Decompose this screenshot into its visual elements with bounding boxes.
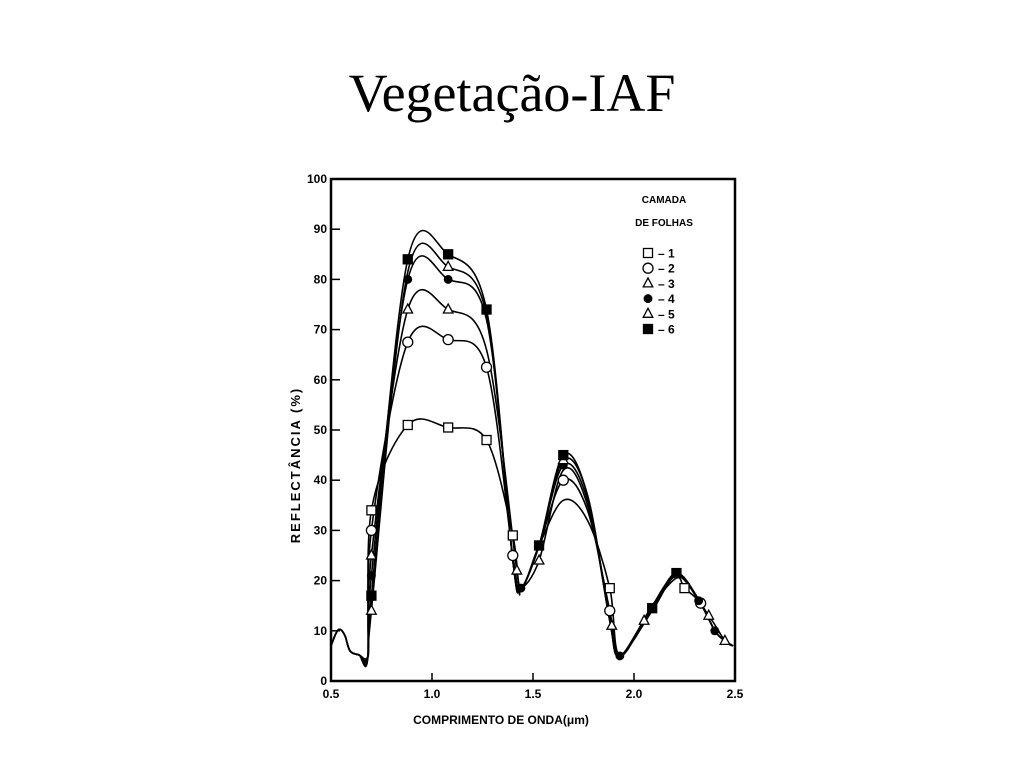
series-4-point-3: [443, 274, 453, 284]
legend-label-4: – 4: [658, 292, 675, 306]
series-6-point-5: [533, 540, 545, 551]
x-tick-label-3: 2.0: [626, 687, 643, 701]
series-6-point-2: [402, 254, 413, 265]
y-tick-label-4: 40: [314, 473, 328, 487]
y-tick-label-6: 60: [314, 373, 328, 387]
y-axis-label: REFLECTÂNCIA (%): [288, 387, 303, 543]
series-4-point-7: [694, 596, 704, 606]
series-2-point-2: [402, 336, 414, 348]
y-tick-label-5: 50: [314, 423, 328, 437]
series-6-line: [330, 229, 734, 661]
legend-marker-2: [642, 262, 654, 274]
series-1-point-6: [604, 582, 615, 594]
series-3-point-5: [533, 553, 545, 565]
series-2-point-1: [365, 524, 378, 537]
series-6-point-1: [366, 590, 377, 601]
series-1-point-5: [507, 530, 518, 541]
x-tick-label-0: 0.5: [323, 687, 340, 701]
markers-layer: [365, 249, 731, 661]
series-4-point-8: [710, 626, 720, 636]
y-tick-label-2: 20: [314, 574, 328, 588]
series-1-point-2: [402, 419, 413, 431]
series-6-point-7: [647, 603, 658, 614]
series-6-point-4: [481, 304, 492, 315]
series-1-point-4: [481, 434, 492, 446]
series-3-point-4: [510, 563, 523, 575]
series-6-point-8: [671, 567, 682, 579]
series-1-point-3: [443, 422, 454, 433]
x-tick-label-4: 2.5: [727, 687, 744, 701]
y-tick-label-9: 90: [314, 222, 328, 236]
slide-title: Vegetação-IAF: [348, 63, 676, 123]
legend-title-line-2: DE FOLHAS: [635, 218, 693, 229]
series-1-point-7: [679, 582, 690, 594]
legend-marker-4: [643, 294, 653, 304]
series-3-line: [330, 289, 734, 664]
series-2-point-4: [480, 361, 493, 373]
x-axis-ticks: 0.5 1.0 1.5 2.0 2.5: [323, 673, 744, 701]
legend-marker-3: [642, 276, 654, 288]
series-5-point-1: [365, 603, 378, 615]
series-2-point-3: [442, 333, 454, 346]
y-tick-label-3: 30: [314, 523, 328, 537]
series-2-point-6: [557, 474, 569, 486]
series-5-point-4: [719, 633, 731, 645]
legend-entries: – 1– 2– 3– 4– 5 – 6: [642, 247, 675, 337]
series-1-line: [330, 418, 734, 668]
series-3-point-2: [401, 302, 414, 314]
legend-marker-6: [642, 323, 654, 335]
series-3-point-7: [638, 613, 650, 625]
series-4-point-2: [403, 274, 413, 284]
legend-label-6: – 6: [658, 323, 675, 337]
y-tick-label-0: 0: [320, 674, 327, 688]
x-axis-label: COMPRIMENTO DE ONDA(μm): [413, 713, 589, 727]
legend-label-5: – 5: [658, 307, 675, 321]
y-tick-label-10: 100: [307, 172, 327, 186]
series-2-point-5: [507, 549, 519, 562]
series-4-point-1: [366, 571, 376, 581]
legend: CAMADA DE FOLHAS – 1– 2– 3– 4– 5 – 6: [635, 195, 693, 337]
legend-label-3: – 3: [658, 277, 675, 291]
y-tick-label-7: 70: [314, 323, 328, 337]
series-2-point-7: [604, 605, 616, 617]
series-5-point-2: [442, 259, 455, 272]
legend-marker-5: [642, 306, 654, 318]
series-6-point-6: [558, 449, 569, 461]
legend-title-line-1: CAMADA: [642, 195, 686, 206]
series-4-point-4: [516, 583, 526, 593]
y-axis-ticks: 0 10 20 30 40 50 60 70 80 90 100: [307, 172, 340, 688]
series-3-point-3: [442, 302, 455, 314]
series-3-point-1: [365, 548, 378, 560]
series-1-point-1: [366, 505, 377, 516]
y-tick-label-1: 10: [314, 624, 328, 638]
y-tick-label-8: 80: [314, 272, 328, 286]
legend-marker-1: [642, 247, 654, 259]
x-tick-label-2: 1.5: [525, 687, 542, 701]
legend-label-1: – 1: [658, 247, 675, 261]
series-3-point-6: [605, 618, 618, 630]
series-3-point-8: [702, 608, 715, 620]
x-tick-label-1: 1.0: [424, 687, 441, 701]
series-6-point-3: [443, 249, 454, 260]
legend-label-2: – 2: [658, 262, 675, 276]
series-4-point-6: [615, 651, 625, 661]
